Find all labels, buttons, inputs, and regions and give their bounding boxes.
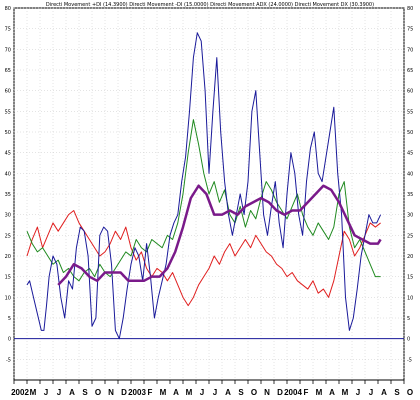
x-tick-label: S <box>238 388 244 397</box>
y-tick-label-left: 35 <box>5 192 11 198</box>
x-tick-label: A <box>225 388 231 397</box>
x-tick-label: 2003 <box>128 388 146 397</box>
y-tick-label-right: 70 <box>407 47 413 53</box>
x-tick-label: D <box>121 388 127 397</box>
y-tick-label-right: 5 <box>407 316 410 322</box>
y-tick-label-left: 70 <box>5 47 11 53</box>
x-tick-label: J <box>200 388 204 397</box>
x-tick-label: M <box>316 388 323 397</box>
y-tick-label-left: 55 <box>5 109 11 115</box>
x-tick-label: 2004 <box>284 388 302 397</box>
x-tick-label: A <box>173 388 179 397</box>
y-tick-label-right: 40 <box>407 171 413 177</box>
series-line-0 <box>26 210 381 307</box>
y-tick-label-left: 60 <box>5 89 11 95</box>
x-tick-label: A <box>381 388 387 397</box>
y-tick-label-left: 50 <box>5 130 11 136</box>
y-tick-label-right: 15 <box>407 275 413 281</box>
y-tick-label-left: 15 <box>5 275 11 281</box>
x-tick-label: M <box>160 388 167 397</box>
y-tick-label-right: 75 <box>407 27 413 33</box>
y-tick-label-right: 0 <box>407 337 410 343</box>
y-tick-label-left: 25 <box>5 233 11 239</box>
y-tick-label-right: 25 <box>407 233 413 239</box>
y-tick-label-left: 75 <box>5 27 11 33</box>
series-line-1 <box>26 119 381 282</box>
x-tick-label: J <box>57 388 61 397</box>
x-tick-label: M <box>186 388 193 397</box>
y-tick-label-left: 10 <box>5 295 11 301</box>
y-tick-label-left: 0 <box>8 337 11 343</box>
x-tick-label: S <box>82 388 88 397</box>
y-tick-label-left: 65 <box>5 68 11 74</box>
x-tick-label: J <box>213 388 217 397</box>
y-tick-label-left: 5 <box>8 316 11 322</box>
y-tick-label-right: 80 <box>407 6 413 12</box>
y-tick-label-right: 45 <box>407 151 413 157</box>
y-tick-label-right: 30 <box>407 213 413 219</box>
y-tick-label-right: 10 <box>407 295 413 301</box>
x-tick-label: J <box>44 388 48 397</box>
x-tick-label: N <box>108 388 114 397</box>
y-tick-label-left: 30 <box>5 213 11 219</box>
x-tick-label: M <box>30 388 37 397</box>
y-tick-label-right: 55 <box>407 109 413 115</box>
x-tick-label: J <box>369 388 373 397</box>
x-tick-label: J <box>356 388 360 397</box>
x-tick-label: F <box>148 388 153 397</box>
y-tick-label-left: -5 <box>6 357 11 363</box>
x-tick-label: O <box>407 388 413 397</box>
x-tick-label: O <box>251 388 257 397</box>
y-tick-label-right: 65 <box>407 68 413 74</box>
x-tick-label: A <box>69 388 75 397</box>
x-tick-label: D <box>277 388 283 397</box>
x-tick-label: A <box>329 388 335 397</box>
y-tick-label-right: 50 <box>407 130 413 136</box>
y-tick-label-right: -5 <box>407 357 412 363</box>
y-tick-label-left: 45 <box>5 151 11 157</box>
y-tick-label-right: 35 <box>407 192 413 198</box>
x-tick-label: N <box>264 388 270 397</box>
y-tick-label-left: 40 <box>5 171 11 177</box>
y-tick-label-left: 20 <box>5 254 11 260</box>
y-tick-label-left: 80 <box>5 6 11 12</box>
y-tick-label-right: 20 <box>407 254 413 260</box>
x-tick-label: F <box>304 388 309 397</box>
chart-title: Directi Movement +DI (14.3900) Directi M… <box>46 2 374 8</box>
x-tick-label: S <box>394 388 400 397</box>
series-line-3 <box>57 184 382 286</box>
x-tick-label: 2002 <box>11 388 29 397</box>
x-tick-label: M <box>342 388 349 397</box>
x-tick-label: O <box>95 388 101 397</box>
series-line-2 <box>26 32 382 340</box>
y-tick-label-right: 60 <box>407 89 413 95</box>
